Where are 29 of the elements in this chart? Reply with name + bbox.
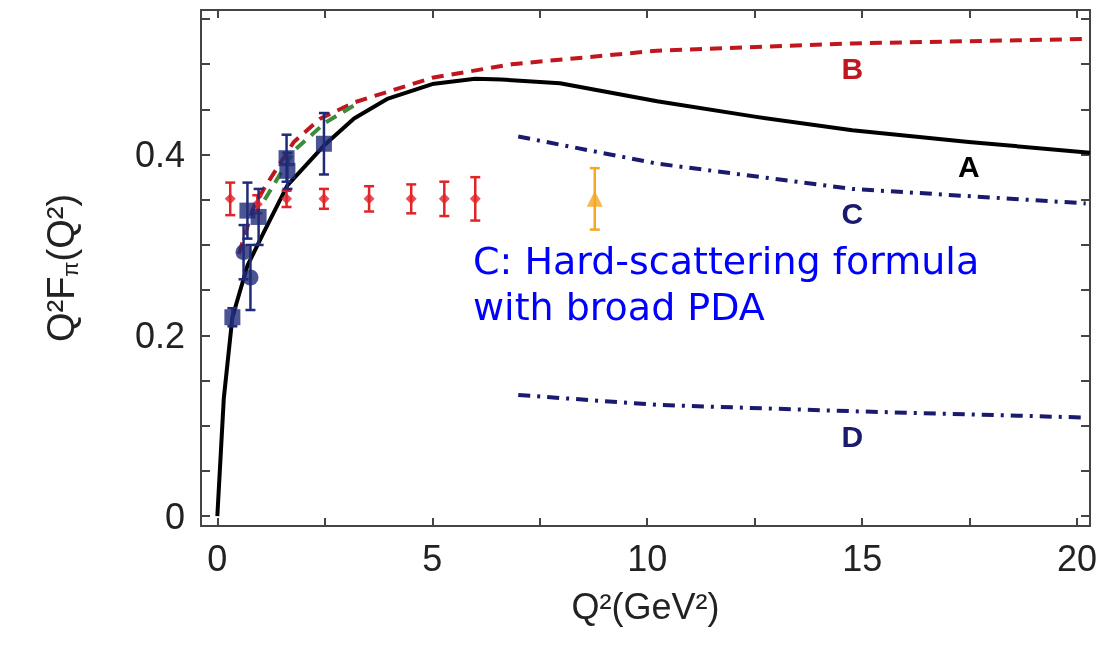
series-label: A (957, 150, 980, 184)
point (438, 193, 450, 205)
point (281, 193, 293, 205)
series-label: D (841, 419, 864, 453)
point (235, 244, 252, 261)
x-tick-label: 15 (842, 537, 883, 579)
point (315, 135, 332, 152)
y-tick-label: 0.2 (134, 314, 185, 356)
x-tick-label: 20 (1057, 537, 1098, 579)
point (469, 193, 481, 205)
annotation: C: Hard-scattering formula with broad PDA (473, 239, 980, 329)
x-axis-title: Q²(GeV²) (571, 585, 720, 627)
y-axis-title: Q²Fπ(Q²) (40, 193, 83, 343)
x-tick-label: 0 (207, 537, 228, 579)
x-tick-label: 5 (422, 537, 443, 579)
point (363, 193, 375, 205)
point (405, 193, 417, 205)
point (318, 193, 330, 205)
series-label: C (841, 197, 864, 231)
series-label: B (841, 51, 864, 85)
point (250, 208, 267, 225)
y-tick-label: 0 (164, 495, 185, 537)
x-tick-label: 10 (627, 537, 668, 579)
point (242, 269, 259, 286)
point (586, 190, 603, 207)
y-tick-label: 0.4 (134, 134, 185, 176)
point (224, 193, 236, 205)
line-series (516, 134, 1088, 206)
point (279, 162, 296, 179)
